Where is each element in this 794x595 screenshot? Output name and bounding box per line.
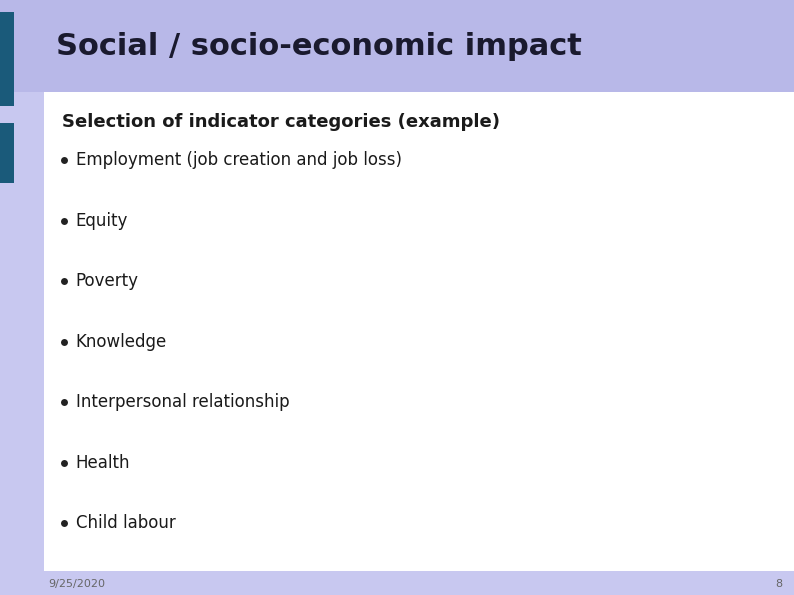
FancyBboxPatch shape bbox=[0, 61, 14, 106]
Text: Poverty: Poverty bbox=[75, 272, 139, 290]
Text: 9/25/2020: 9/25/2020 bbox=[48, 580, 106, 589]
Text: Social / socio-economic impact: Social / socio-economic impact bbox=[56, 32, 581, 61]
Text: Interpersonal relationship: Interpersonal relationship bbox=[75, 393, 289, 411]
FancyBboxPatch shape bbox=[0, 0, 794, 92]
FancyBboxPatch shape bbox=[0, 11, 14, 81]
Text: 8: 8 bbox=[775, 580, 782, 589]
Text: Health: Health bbox=[75, 453, 130, 471]
Text: Equity: Equity bbox=[75, 212, 128, 230]
FancyBboxPatch shape bbox=[0, 124, 14, 183]
Text: Knowledge: Knowledge bbox=[75, 333, 167, 350]
Text: Selection of indicator categories (example): Selection of indicator categories (examp… bbox=[62, 113, 499, 131]
FancyBboxPatch shape bbox=[44, 92, 794, 571]
Text: Child labour: Child labour bbox=[75, 514, 175, 532]
Text: Employment (job creation and job loss): Employment (job creation and job loss) bbox=[75, 151, 402, 169]
